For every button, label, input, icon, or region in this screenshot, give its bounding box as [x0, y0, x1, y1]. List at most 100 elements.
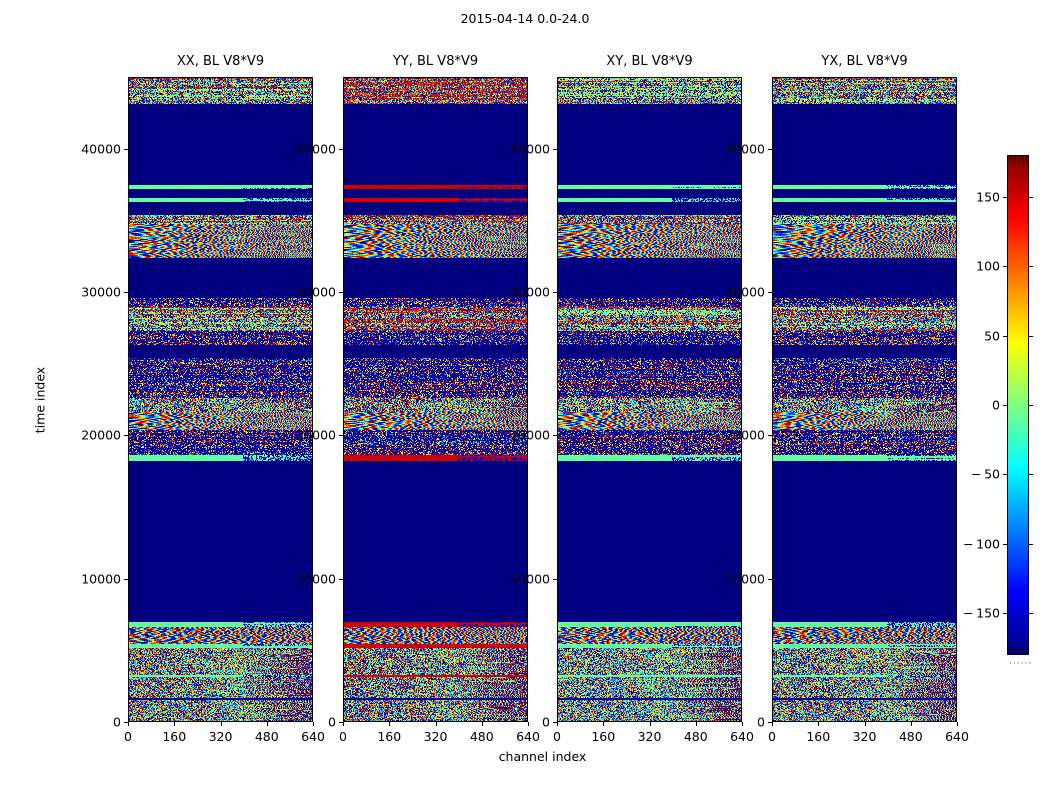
waterfall-image	[773, 78, 956, 721]
colorbar-tick-mark	[1003, 543, 1008, 545]
x-tick-label: 480	[683, 729, 708, 744]
x-tick-mark	[603, 722, 605, 726]
x-tick-label: 320	[637, 729, 662, 744]
y-tick-label: 40000	[296, 141, 336, 157]
x-tick-label: 480	[898, 729, 923, 744]
panel-axes	[772, 77, 957, 722]
y-tick-label: 40000	[510, 141, 550, 157]
y-tick-label: 10000	[81, 571, 121, 587]
y-tick-mark	[553, 578, 557, 580]
y-tick-label: 30000	[725, 284, 765, 300]
y-tick-mark	[553, 722, 557, 723]
y-tick-mark	[553, 148, 557, 150]
waterfall-image	[558, 78, 741, 721]
x-tick-mark	[649, 722, 651, 726]
y-tick-label: 20000	[296, 427, 336, 443]
y-tick-label: 40000	[725, 141, 765, 157]
waterfall-image	[129, 78, 312, 721]
x-tick-mark	[220, 722, 222, 726]
y-tick-mark	[553, 292, 557, 293]
y-tick-mark	[768, 578, 772, 580]
colorbar-tick-label: 50	[984, 328, 1000, 344]
colorbar-tick-label: 0	[992, 397, 1000, 413]
y-tick-label: 40000	[81, 141, 121, 157]
colorbar-tick-mark	[1028, 405, 1033, 406]
panel-xx: XX, BL V8*V9 0 10000 20000 30000 40000 0 160 320…	[81, 54, 325, 744]
panel-title: XY, BL V8*V9	[606, 54, 693, 69]
colorbar: 150 100 50 0 − 50 − 100 − 150 ······	[963, 155, 1033, 669]
y-tick-mark	[124, 578, 128, 580]
y-tick-label: 10000	[510, 571, 550, 587]
panel-axes	[557, 77, 742, 722]
colorbar-tick-label: − 100	[963, 536, 1000, 552]
colorbar-tick-mark	[1003, 474, 1008, 476]
panel-title: YY, BL V8*V9	[392, 54, 479, 69]
x-tick-label: 320	[852, 729, 877, 744]
x-tick-label: 480	[254, 729, 279, 744]
y-tick-label: 30000	[510, 284, 550, 300]
x-tick-label: 160	[377, 729, 402, 744]
x-tick-label: 160	[806, 729, 831, 744]
x-tick-mark	[910, 722, 912, 726]
y-tick-mark	[768, 435, 772, 437]
y-tick-label: 30000	[296, 284, 336, 300]
y-tick-mark	[339, 435, 343, 437]
colorbar-tick-mark	[1028, 543, 1033, 545]
y-axis-label: time index	[32, 366, 48, 433]
x-tick-mark	[772, 722, 773, 726]
y-tick-mark	[339, 292, 343, 293]
x-tick-label: 0	[339, 729, 347, 744]
y-tick-label: 10000	[296, 571, 336, 587]
x-tick-mark	[957, 722, 958, 726]
y-tick-mark	[553, 435, 557, 437]
y-tick-mark	[124, 722, 128, 723]
colorbar-tick-mark	[1003, 613, 1008, 615]
x-tick-label: 640	[516, 729, 540, 744]
colorbar-gradient	[1007, 155, 1029, 655]
y-tick-mark	[339, 578, 343, 580]
colorbar-tick-mark	[1028, 266, 1033, 268]
colorbar-tick-label: − 150	[963, 605, 1000, 621]
x-tick-label: 320	[208, 729, 233, 744]
x-tick-mark	[742, 722, 743, 726]
figure-suptitle: 2015-04-14 0.0-24.0	[460, 11, 590, 26]
y-tick-mark	[124, 435, 128, 437]
x-tick-label: 0	[768, 729, 776, 744]
y-tick-mark	[768, 722, 772, 723]
y-tick-label: 10000	[725, 571, 765, 587]
colorbar-tick-mark	[1028, 474, 1033, 476]
x-tick-label: 160	[591, 729, 616, 744]
panel-xy: XY, BL V8*V9 0 10000 20000 30000 40000 0 160 320…	[510, 54, 754, 744]
y-tick-label: 30000	[81, 284, 121, 300]
panel-yx: YX, BL V8*V9 0 10000 20000 30000 40000 0 160 320…	[725, 54, 969, 744]
panel-title: XX, BL V8*V9	[176, 54, 265, 69]
x-tick-mark	[818, 722, 820, 726]
colorbar-tick-label: − 50	[971, 466, 1000, 482]
y-tick-mark	[339, 722, 343, 723]
y-tick-label: 0	[328, 714, 336, 730]
y-tick-mark	[768, 292, 772, 293]
y-tick-label: 20000	[81, 427, 121, 443]
x-tick-mark	[266, 722, 268, 726]
x-tick-label: 480	[469, 729, 494, 744]
y-tick-label: 0	[542, 714, 550, 730]
x-tick-mark	[313, 722, 314, 726]
colorbar-tick-mark	[1003, 196, 1008, 198]
x-tick-label: 320	[423, 729, 448, 744]
y-tick-mark	[124, 292, 128, 293]
x-tick-mark	[128, 722, 129, 726]
colorbar-tick-mark	[1028, 335, 1033, 337]
y-tick-label: 0	[757, 714, 765, 730]
x-tick-label: 0	[553, 729, 561, 744]
panel-yy: YY, BL V8*V9 0 10000 20000 30000 40000 0 160 320…	[296, 54, 540, 744]
x-axis-label: channel index	[498, 749, 587, 764]
x-tick-label: 0	[124, 729, 132, 744]
y-tick-mark	[768, 148, 772, 150]
colorbar-tick-label: 100	[976, 258, 1000, 274]
colorbar-tick-label: 150	[976, 189, 1000, 205]
y-tick-mark	[124, 148, 128, 150]
panel-title: YX, BL V8*V9	[821, 54, 908, 69]
x-tick-label: 640	[301, 729, 325, 744]
waterfall-image	[344, 78, 527, 721]
colorbar-underflow-dots: ······	[1009, 659, 1033, 669]
